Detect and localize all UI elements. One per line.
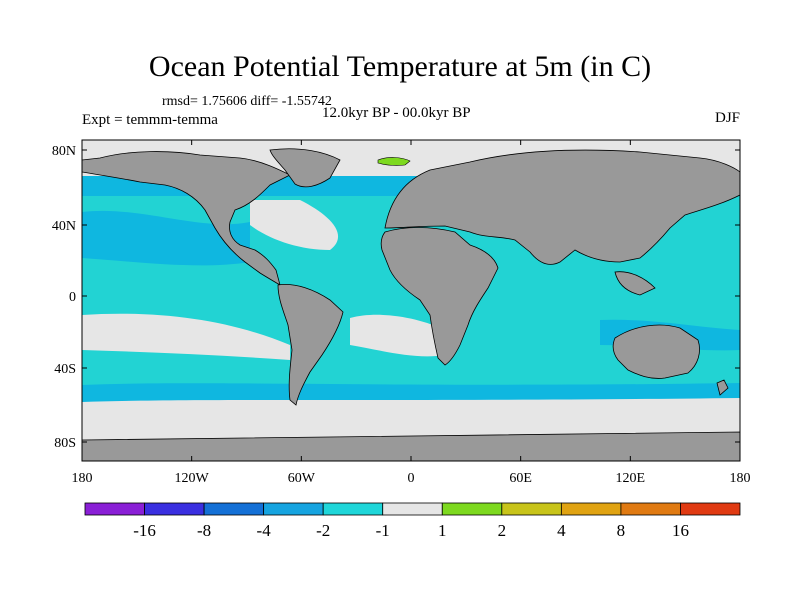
stats-label: rmsd= 1.75606 diff= -1.55742: [162, 94, 332, 109]
colorbar-label: 2: [498, 521, 507, 540]
colorbar-swatch: [382, 502, 443, 516]
africa: [380, 227, 499, 366]
y-tick-label: 80N: [52, 144, 76, 159]
colorbar-swatch: [680, 502, 741, 516]
north-america: [82, 151, 291, 286]
colorbar: -16 -8 -4 -2 -1 1 2 4 8 16: [84, 502, 741, 540]
north-atlantic-neutral-patch: [250, 200, 339, 250]
new-zealand: [716, 379, 729, 396]
southern-cool-band: [82, 383, 740, 402]
land-masses: [82, 148, 740, 461]
colorbar-swatch: [263, 502, 324, 516]
colorbar-swatch: [501, 502, 562, 516]
colorbar-label: 8: [617, 521, 626, 540]
warm-anomaly-patch: [377, 157, 411, 166]
greenland: [269, 148, 341, 188]
x-tick-label: 120E: [616, 471, 646, 486]
colorbar-label: -4: [257, 521, 272, 540]
x-tick-label: 120W: [175, 471, 210, 486]
x-tick-label: 0: [408, 471, 415, 486]
colorbar-swatch: [441, 502, 503, 516]
south-pacific-neutral-band: [82, 313, 290, 360]
y-tick-label: 0: [69, 290, 76, 305]
colorbar-swatch: [560, 502, 622, 516]
season-label: DJF: [714, 110, 740, 126]
x-tick-label: 60W: [288, 471, 316, 486]
eurasia: [384, 149, 740, 265]
north-pacific-cool-band: [82, 210, 250, 266]
x-tick-label: 180: [730, 471, 751, 486]
colorbar-label: 16: [672, 521, 689, 540]
experiment-label: Expt = temmm-temma: [82, 112, 218, 128]
colorbar-label: -1: [376, 521, 390, 540]
colorbar-swatch: [84, 502, 145, 516]
antarctica: [82, 431, 740, 461]
south-atlantic-neutral-patch: [350, 314, 445, 357]
colorbar-label: 4: [557, 521, 566, 540]
colorbar-label: -8: [197, 521, 211, 540]
x-tick-label: 60E: [509, 471, 532, 486]
period-label: 12.0kyr BP - 00.0kyr BP: [322, 105, 471, 121]
map-plot-area: [82, 140, 740, 461]
south-america: [277, 283, 344, 406]
australia: [612, 324, 700, 379]
y-tick-label: 40S: [54, 362, 76, 377]
colorbar-swatch: [322, 502, 384, 516]
colorbar-label: -16: [133, 521, 156, 540]
colorbar-swatch: [144, 502, 205, 516]
colorbar-label: -2: [316, 521, 330, 540]
southeast-asia-islands: [614, 271, 656, 296]
colorbar-label: 1: [438, 521, 447, 540]
x-tick-label: 180: [72, 471, 93, 486]
y-tick-label: 40N: [52, 219, 76, 234]
colorbar-swatch: [620, 502, 681, 516]
map-axes: 80N 40N 0 40S 80S 180 120W 60W 0 60E 120E 180: [52, 140, 751, 486]
y-tick-label: 80S: [54, 436, 76, 451]
map-title: Ocean Potential Temperature at 5m (in C): [148, 50, 652, 83]
colorbar-swatch: [203, 502, 265, 516]
